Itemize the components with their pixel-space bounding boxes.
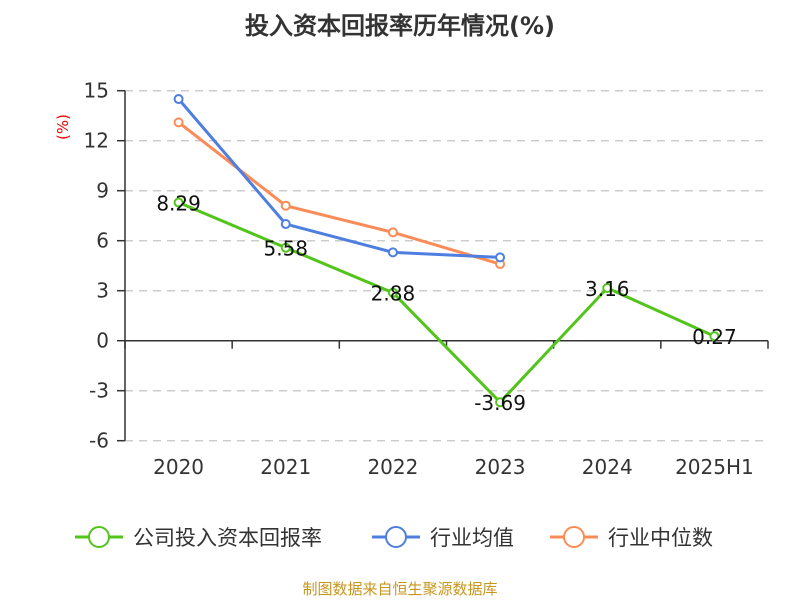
- data-label: 8.29: [156, 192, 201, 216]
- series-line: [178, 201, 716, 405]
- data-label: -3.69: [474, 391, 526, 415]
- legend-marker: [563, 526, 585, 548]
- y-tick-label: 15: [84, 79, 109, 103]
- x-tick-label: 2025H1: [675, 455, 754, 479]
- data-point: [173, 197, 184, 208]
- data-label: 5.58: [263, 237, 308, 261]
- source-note: 制图数据来自恒生聚源数据库: [302, 580, 498, 598]
- y-tick-label: 12: [84, 129, 109, 153]
- x-tick-label: 2023: [475, 455, 526, 479]
- y-axis-label: (%): [54, 114, 72, 140]
- data-point: [495, 397, 506, 408]
- y-tick-label: -3: [89, 379, 109, 403]
- data-point: [602, 283, 613, 294]
- data-point: [387, 287, 398, 298]
- data-point: [387, 247, 398, 258]
- data-point: [173, 117, 184, 128]
- data-point: [387, 227, 398, 238]
- series-line: [177, 98, 501, 259]
- data-point: [173, 94, 184, 105]
- legend-label: 行业均值: [430, 526, 514, 550]
- y-tick-label: 6: [96, 229, 109, 253]
- y-tick-label: 9: [96, 179, 109, 203]
- legend-label: 行业中位数: [608, 526, 713, 550]
- legend-marker: [385, 526, 407, 548]
- x-tick-label: 2020: [153, 455, 204, 479]
- data-label: 3.16: [585, 277, 630, 301]
- data-point: [280, 242, 291, 253]
- x-tick-label: 2022: [367, 455, 418, 479]
- legend-marker: [88, 526, 110, 548]
- data-point: [280, 200, 291, 211]
- x-tick-label: 2024: [582, 455, 633, 479]
- data-label: 0.27: [692, 325, 737, 349]
- y-tick-label: -6: [89, 429, 109, 453]
- y-tick-label: 3: [96, 279, 109, 303]
- x-tick-label: 2021: [260, 455, 311, 479]
- data-label: 2.88: [371, 282, 416, 306]
- data-point: [495, 252, 506, 263]
- data-point: [280, 219, 291, 230]
- legend-label: 公司投入资本回报率: [133, 526, 322, 550]
- chart-title: 投入资本回报率历年情况(%): [245, 12, 555, 40]
- series-line: [177, 121, 501, 266]
- y-tick-label: 0: [96, 329, 109, 353]
- data-point: [709, 331, 720, 342]
